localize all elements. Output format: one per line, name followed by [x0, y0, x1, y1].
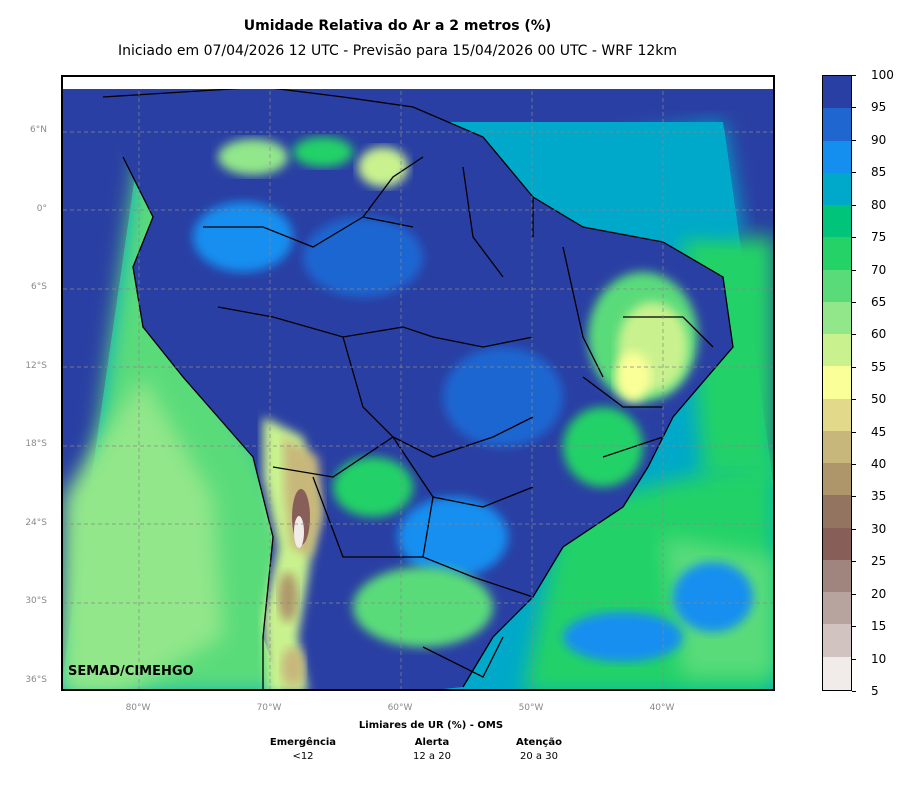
colorbar-segment [823, 624, 851, 658]
threshold-alert: Alerta 12 a 20 [377, 737, 487, 762]
threshold-alert-label: Alerta [414, 737, 450, 748]
lat-label-30s: 30°S [25, 596, 47, 606]
colorbar-tick-mark [852, 366, 856, 368]
colorbar-tick-mark [852, 528, 856, 530]
lon-label-80w: 80°W [125, 703, 151, 713]
colorbar-tick-mark [852, 496, 856, 498]
colorbar-tick-mark [852, 334, 856, 336]
colorbar-segment [823, 592, 851, 626]
colorbar-tick-mark [852, 399, 856, 401]
colorbar-segment [823, 366, 851, 400]
colorbar-tick-label: 5 [871, 684, 879, 698]
lon-label-50w: 50°W [518, 703, 544, 713]
lat-label-0: 0° [36, 204, 47, 214]
colorbar-tick-label: 70 [871, 262, 887, 277]
lon-label-60w: 60°W [387, 703, 413, 713]
thresholds-title: Limiares de UR (%) - OMS [358, 720, 504, 731]
colorbar-segment [823, 430, 851, 464]
lon-label-70w: 70°W [256, 703, 282, 713]
colorbar-segment [823, 559, 851, 593]
colorbar-tick-label: 100 [871, 68, 894, 82]
colorbar-segment [823, 205, 851, 238]
colorbar-tick-mark [852, 204, 856, 206]
map-title: Umidade Relativa do Ar a 2 metros (%) [243, 18, 552, 34]
colorbar-tick-label: 45 [871, 424, 887, 439]
lat-label-12s: 12°S [25, 361, 47, 371]
colorbar-tick-mark [852, 269, 856, 271]
colorbar-tick-label: 65 [871, 294, 887, 309]
colorbar-segment [823, 76, 851, 109]
map-subtitle: Iniciado em 07/04/2026 12 UTC - Previsão… [117, 43, 678, 59]
colorbar-tick-label: 30 [871, 521, 887, 536]
colorbar-segment [823, 398, 851, 432]
threshold-emergency-label: Emergência [269, 737, 337, 748]
lon-label-40w: 40°W [649, 703, 675, 713]
colorbar-segment [823, 269, 851, 303]
colorbar-tick-mark [852, 658, 856, 660]
colorbar-tick-label: 50 [871, 392, 887, 407]
colorbar-tick-label: 85 [871, 165, 887, 180]
colorbar-tick-mark [852, 691, 856, 692]
colorbar-tick-label: 10 [871, 651, 887, 666]
threshold-alert-range: 12 a 20 [413, 751, 451, 762]
colorbar-tick-mark [852, 464, 856, 466]
colorbar-tick-label: 40 [871, 457, 887, 472]
lat-label-6s: 6°S [31, 282, 47, 292]
threshold-emergency-range: <12 [292, 751, 314, 762]
humidity-map [63, 77, 773, 689]
colorbar-segment [823, 527, 851, 561]
colorbar-tick-mark [852, 237, 856, 239]
colorbar-segment [823, 334, 851, 367]
colorbar-segment [823, 495, 851, 529]
colorbar-segment [823, 463, 851, 497]
credit-label: SEMAD/CIMEHGO [68, 664, 194, 679]
colorbar-tick-label: 15 [871, 619, 887, 634]
colorbar-segment [823, 172, 851, 206]
colorbar-tick-label: 35 [871, 489, 887, 504]
threshold-attention-range: 20 a 30 [520, 751, 558, 762]
threshold-attention: Atenção 20 a 30 [484, 737, 594, 762]
colorbar-tick-mark [852, 301, 856, 303]
colorbar-tick-mark [852, 139, 856, 141]
colorbar-segment [823, 656, 851, 690]
colorbar-segment [823, 140, 851, 174]
colorbar-tick-label: 95 [871, 100, 887, 115]
colorbar-tick-mark [852, 107, 856, 109]
colorbar-tick-mark [852, 75, 856, 76]
colorbar-tick-label: 55 [871, 359, 887, 374]
colorbar-tick-label: 75 [871, 230, 887, 245]
threshold-emergency: Emergência <12 [248, 737, 358, 762]
colorbar-tick-label: 25 [871, 554, 887, 569]
colorbar-segment [823, 237, 851, 271]
colorbar-segment [823, 108, 851, 142]
lat-label-18s: 18°S [25, 439, 47, 449]
colorbar-tick-mark [852, 431, 856, 433]
colorbar-tick-label: 60 [871, 327, 887, 342]
colorbar-tick-label: 80 [871, 197, 887, 212]
colorbar-tick-mark [852, 172, 856, 174]
lat-label-24s: 24°S [25, 518, 47, 528]
threshold-attention-label: Atenção [516, 737, 562, 748]
colorbar-tick-mark [852, 593, 856, 595]
lat-label-36s: 36°S [25, 675, 47, 685]
colorbar [822, 75, 852, 691]
lat-label-6n: 6°N [30, 125, 47, 135]
colorbar-tick-mark [852, 561, 856, 563]
colorbar-segment [823, 301, 851, 335]
colorbar-tick-label: 90 [871, 132, 887, 147]
colorbar-tick-label: 20 [871, 586, 887, 601]
colorbar-tick-mark [852, 626, 856, 628]
map-panel [61, 75, 775, 691]
